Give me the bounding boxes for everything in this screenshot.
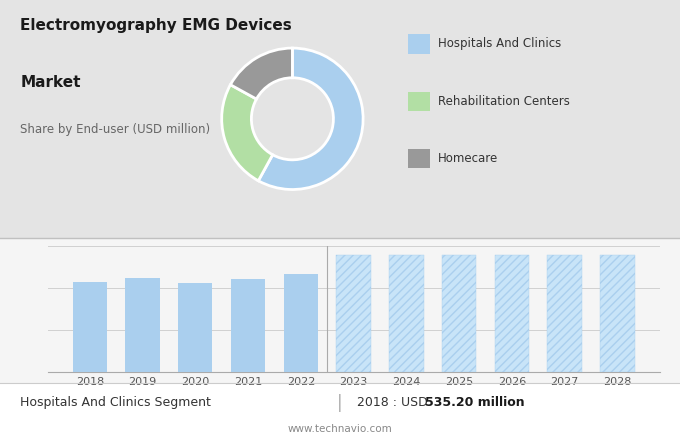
Bar <box>73 282 107 372</box>
Bar <box>284 275 318 372</box>
Bar <box>442 255 476 372</box>
Text: Rehabilitation Centers: Rehabilitation Centers <box>438 95 570 108</box>
Text: Hospitals And Clinics: Hospitals And Clinics <box>438 37 561 51</box>
Text: Electromyography EMG Devices: Electromyography EMG Devices <box>20 18 292 33</box>
Text: 2018 : USD: 2018 : USD <box>357 396 432 409</box>
Text: www.technavio.com: www.technavio.com <box>288 424 392 434</box>
Wedge shape <box>258 48 363 190</box>
Bar <box>231 279 265 372</box>
Bar <box>547 255 582 372</box>
Text: Homecare: Homecare <box>438 152 498 165</box>
Wedge shape <box>231 48 292 99</box>
Bar <box>600 255 634 372</box>
Text: 535.20 million: 535.20 million <box>425 396 525 409</box>
Bar <box>389 255 424 372</box>
Text: Share by End-user (USD million): Share by End-user (USD million) <box>20 123 211 136</box>
Bar <box>337 255 371 372</box>
Bar <box>125 278 160 372</box>
Text: |: | <box>337 394 343 411</box>
Text: Market: Market <box>20 75 81 90</box>
Text: Hospitals And Clinics Segment: Hospitals And Clinics Segment <box>20 396 211 409</box>
Bar <box>178 283 212 372</box>
Bar <box>495 255 529 372</box>
Wedge shape <box>222 85 273 181</box>
